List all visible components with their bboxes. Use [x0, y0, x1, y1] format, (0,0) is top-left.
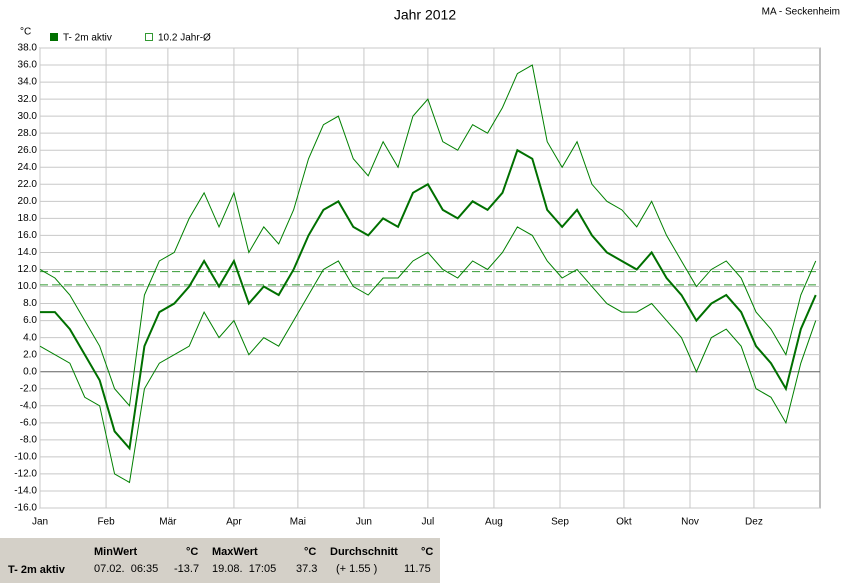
legend-swatch	[50, 33, 58, 41]
legend-swatch	[145, 33, 153, 41]
x-tick-label: Dez	[745, 517, 763, 528]
y-tick-label: 12.0	[18, 264, 38, 275]
y-tick-label: 10.0	[18, 281, 38, 292]
y-tick-label: 14.0	[18, 247, 38, 258]
legend-label: 10.2 Jahr-Ø	[158, 33, 211, 44]
y-tick-label: 36.0	[18, 60, 38, 71]
y-tick-label: 32.0	[18, 94, 38, 105]
stat-unit: °C	[304, 546, 317, 558]
y-tick-label: 0.0	[23, 366, 37, 377]
y-tick-label: -14.0	[14, 486, 37, 497]
y-tick-label: -12.0	[14, 469, 37, 480]
x-tick-label: Sep	[551, 517, 569, 528]
x-tick-label: Apr	[226, 517, 242, 528]
x-tick-label: Feb	[97, 517, 115, 528]
stat-header: MaxWert	[212, 546, 258, 558]
x-tick-label: Mär	[159, 517, 177, 528]
y-tick-label: 2.0	[23, 349, 37, 360]
data-line	[39, 64, 817, 407]
y-unit: °C	[20, 27, 31, 38]
x-tick-label: Jan	[32, 517, 48, 528]
stat-time: 19.08. 17:05	[212, 563, 277, 575]
stats-panel: T- 2m aktiv MinWert °C 07.02. 06:35 -13.…	[0, 538, 440, 583]
y-tick-label: -2.0	[20, 383, 38, 394]
y-tick-label: 6.0	[23, 315, 37, 326]
y-tick-label: -6.0	[20, 417, 38, 428]
y-tick-label: 30.0	[18, 111, 38, 122]
stat-unit: °C	[421, 546, 434, 558]
y-tick-label: 38.0	[18, 43, 38, 54]
x-tick-label: Nov	[681, 517, 699, 528]
data-line	[40, 148, 817, 451]
y-tick-label: 4.0	[23, 332, 37, 343]
x-tick-label: Okt	[616, 517, 632, 528]
stats-label: T- 2m aktiv	[8, 564, 65, 576]
y-tick-label: -8.0	[20, 434, 38, 445]
plot-area	[39, 47, 821, 509]
y-tick-label: 22.0	[18, 179, 38, 190]
stat-value: 11.75	[404, 563, 431, 575]
y-tick-label: -16.0	[14, 503, 37, 514]
data-line	[39, 226, 817, 484]
x-tick-label: Jun	[356, 517, 372, 528]
station: MA - Seckenheim	[762, 7, 840, 18]
y-tick-label: 28.0	[18, 128, 38, 139]
y-tick-label: -4.0	[20, 400, 38, 411]
y-tick-label: 8.0	[23, 298, 37, 309]
stat-value: 37.3	[296, 563, 318, 575]
stat-header: Durchschnitt	[330, 546, 398, 558]
y-tick-label: 24.0	[18, 162, 38, 173]
x-tick-label: Mai	[290, 517, 306, 528]
y-tick-label: 18.0	[18, 213, 38, 224]
stat-value: -13.7	[174, 563, 200, 575]
y-tick-label: 34.0	[18, 77, 38, 88]
stat-time: (+ 1.55 )	[336, 563, 378, 575]
y-tick-label: -10.0	[14, 452, 37, 463]
legend-label: T- 2m aktiv	[63, 33, 112, 44]
stat-header: MinWert	[94, 546, 138, 558]
y-tick-label: 26.0	[18, 145, 38, 156]
chart: Jahr 2012 MA - Seckenheim °C 38.0 36.0 34.…	[14, 7, 840, 528]
x-tick-label: Jul	[421, 517, 434, 528]
x-tick-label: Aug	[485, 517, 503, 528]
y-tick-label: 20.0	[18, 196, 38, 207]
stat-unit: °C	[186, 546, 199, 558]
y-tick-label: 16.0	[18, 230, 38, 241]
chart-title: Jahr 2012	[394, 7, 456, 23]
stat-time: 07.02. 06:35	[94, 563, 159, 575]
